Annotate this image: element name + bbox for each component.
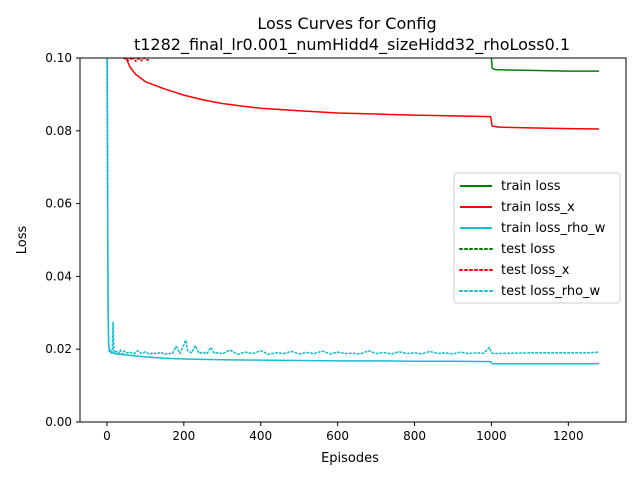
x-tick-label: 0	[103, 429, 111, 443]
y-axis-label: Loss	[15, 226, 30, 255]
series-line-train-loss	[490, 58, 600, 72]
legend-label: test loss_x	[501, 263, 570, 278]
y-axis: 0.00 0.02 0.04 0.06 0.08 0.10	[45, 51, 80, 429]
chart-title: Loss Curves for Config	[257, 14, 436, 33]
series-line-train-loss-x	[125, 58, 600, 130]
legend-label: test loss	[501, 242, 555, 257]
y-tick-label: 0.02	[45, 342, 72, 356]
legend-box	[453, 172, 621, 304]
x-tick-label: 1000	[476, 429, 507, 443]
legend-label: test loss_rho_w	[501, 284, 601, 299]
series-line-test-loss-rho-w	[106, 58, 600, 356]
x-tick-label: 400	[249, 429, 272, 443]
legend-label: train loss	[501, 179, 561, 194]
x-tick-label: 1200	[553, 429, 584, 443]
legend-label: train loss_x	[501, 200, 575, 215]
x-tick-label: 200	[172, 429, 195, 443]
y-tick-label: 0.06	[45, 197, 72, 211]
y-tick-label: 0.00	[45, 415, 72, 429]
chart-subtitle: t1282_final_lr0.001_numHidd4_sizeHidd32_…	[134, 35, 570, 55]
x-axis-label: Episodes	[321, 451, 379, 466]
series-layer	[106, 58, 600, 365]
plot-frame	[79, 57, 627, 423]
legend-label: train loss_rho_w	[501, 221, 606, 236]
x-tick-label: 600	[326, 429, 349, 443]
y-tick-label: 0.04	[45, 269, 72, 283]
x-axis: 0 200 400 600 800 1000 1200	[103, 422, 584, 443]
x-tick-label: 800	[403, 429, 426, 443]
y-tick-label: 0.08	[45, 124, 72, 138]
y-tick-label: 0.10	[45, 51, 72, 65]
